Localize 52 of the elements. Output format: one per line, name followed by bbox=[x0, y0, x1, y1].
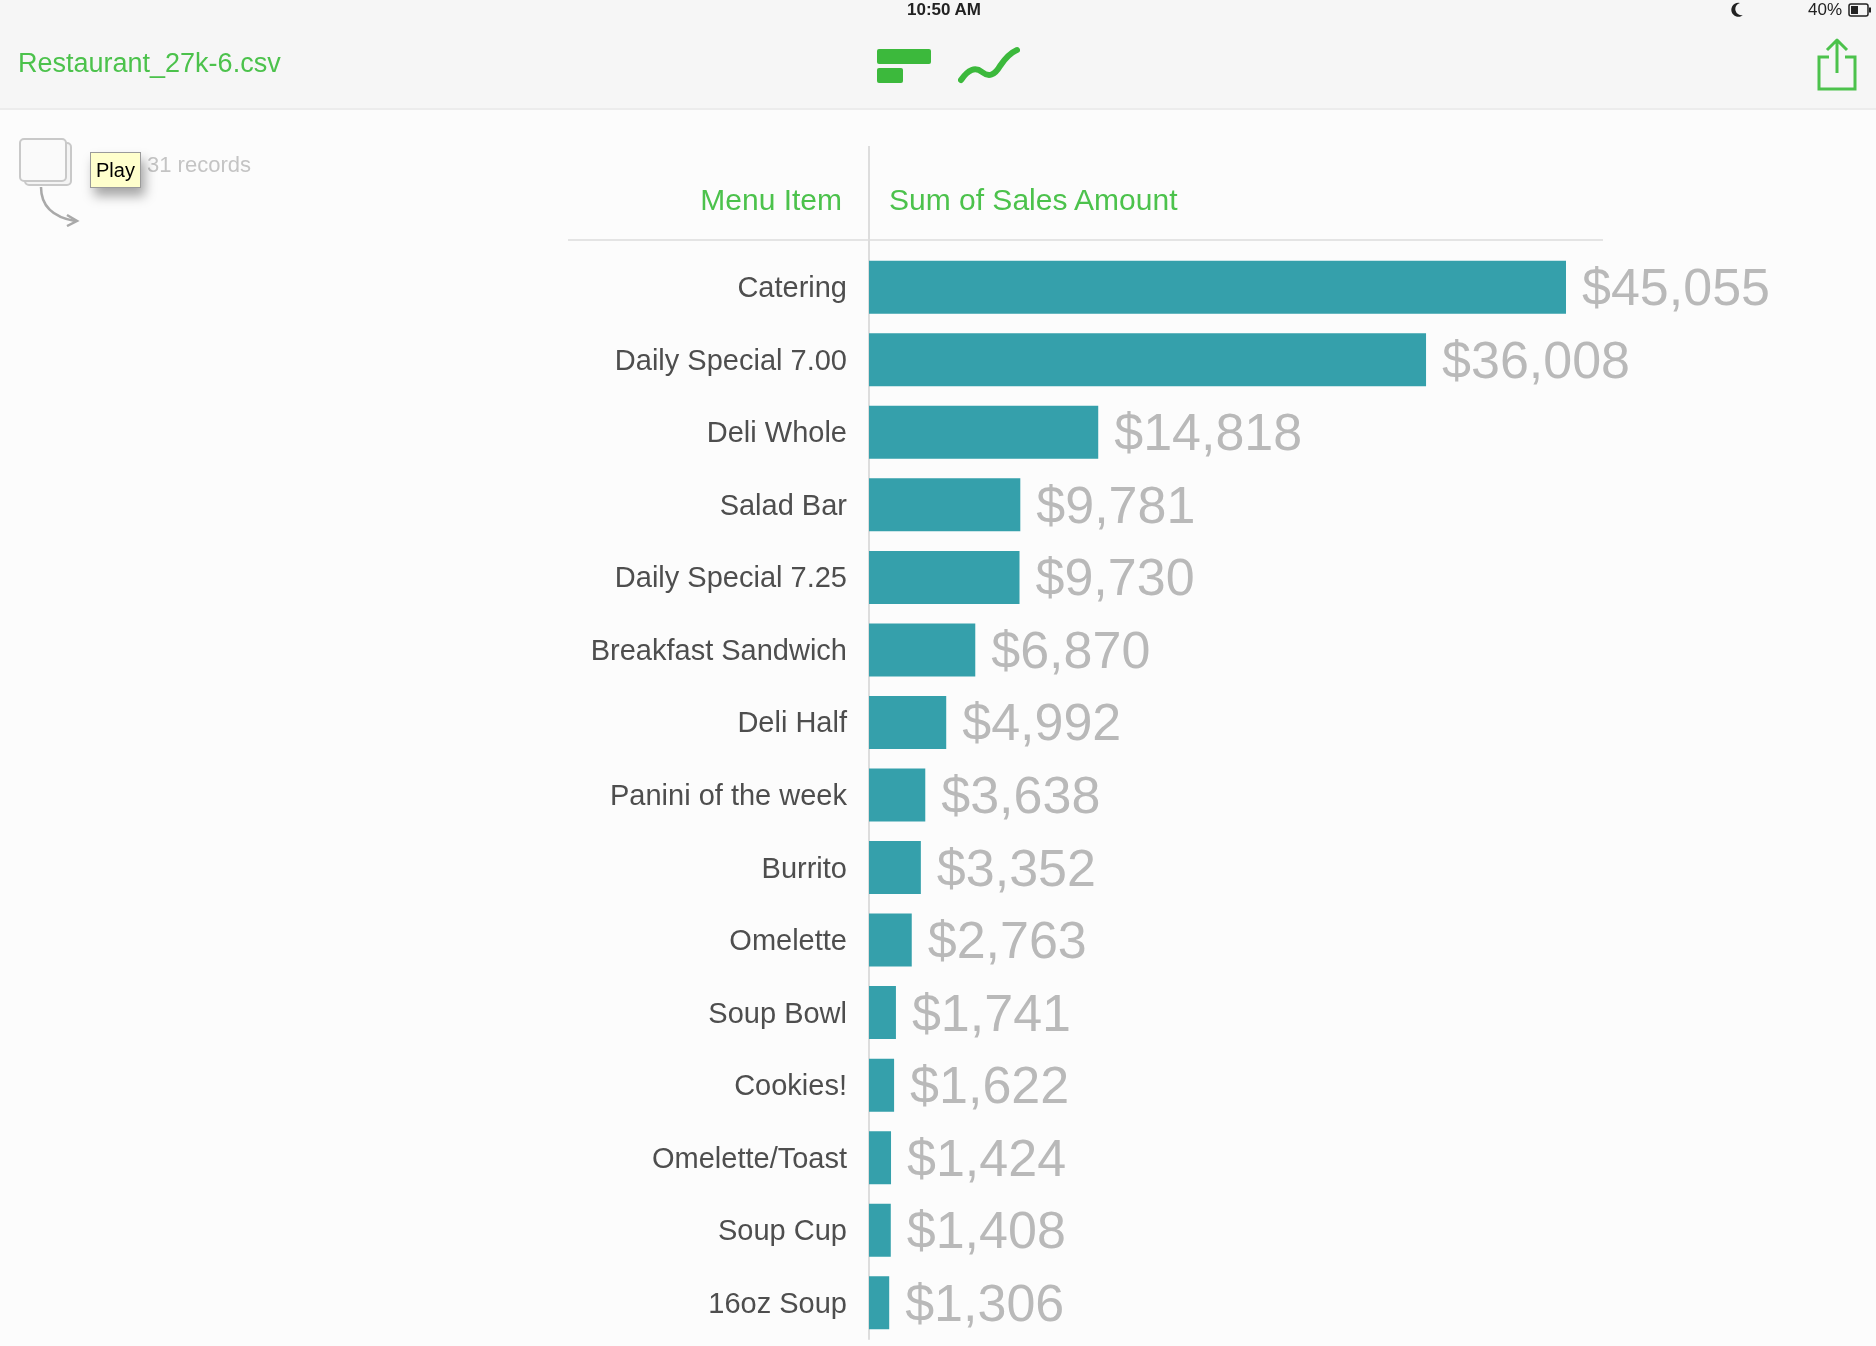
y-tick-label: Omelette bbox=[729, 924, 847, 957]
data-label: $36,008 bbox=[1442, 330, 1631, 389]
bar bbox=[869, 1203, 891, 1257]
data-label: $6,870 bbox=[991, 620, 1151, 679]
y-tick-label: Cookies! bbox=[734, 1069, 847, 1102]
bar bbox=[869, 333, 1427, 387]
data-label: $1,741 bbox=[911, 983, 1071, 1042]
bar bbox=[869, 478, 1021, 532]
text: 10:50 AM bbox=[906, 0, 982, 20]
bar bbox=[869, 913, 912, 967]
y-tick-label: Breakfast Sandwich bbox=[590, 633, 847, 666]
bar bbox=[869, 405, 1099, 459]
bar bbox=[869, 768, 926, 822]
data-label: $45,055 bbox=[1582, 258, 1770, 317]
data-label: $14,818 bbox=[1114, 403, 1303, 462]
text: Restaurant_27k-6.csv bbox=[18, 47, 281, 80]
bar bbox=[869, 1131, 892, 1185]
y-tick-label: Salad Bar bbox=[719, 488, 848, 521]
y-tick-label: Daily Special 7.00 bbox=[614, 343, 847, 376]
data-label: $1,408 bbox=[906, 1201, 1066, 1260]
text: 40% bbox=[1806, 0, 1842, 20]
y-tick-label: Soup Bowl bbox=[708, 996, 847, 1029]
data-label: $9,781 bbox=[1036, 475, 1196, 534]
bar bbox=[869, 623, 976, 677]
bar bbox=[869, 695, 947, 749]
data-label: $3,352 bbox=[936, 838, 1096, 897]
bar bbox=[869, 260, 1566, 314]
data-label: $2,763 bbox=[927, 911, 1087, 970]
data-label: $1,424 bbox=[907, 1128, 1067, 1187]
y-tick-label: Deli Half bbox=[737, 706, 848, 739]
bar bbox=[869, 550, 1020, 604]
bar bbox=[869, 986, 896, 1040]
bar bbox=[869, 841, 921, 895]
y-tick-label: Catering bbox=[737, 271, 847, 304]
y-tick-label: Deli Whole bbox=[706, 416, 847, 449]
y-tick-label: Soup Cup bbox=[718, 1214, 847, 1247]
x-axis-title: Sum of Sales Amount bbox=[889, 182, 1178, 218]
y-tick-label: Burrito bbox=[761, 851, 847, 884]
data-label: $9,730 bbox=[1035, 548, 1195, 607]
data-label: $4,992 bbox=[962, 693, 1122, 752]
data-label: $1,622 bbox=[910, 1056, 1070, 1115]
y-tick-label: Omelette/Toast bbox=[651, 1141, 847, 1174]
bar bbox=[869, 1058, 895, 1112]
y-tick-label: Panini of the week bbox=[610, 779, 848, 811]
text: Play bbox=[90, 152, 141, 188]
data-label: $3,638 bbox=[941, 766, 1101, 824]
text: 31 records bbox=[147, 151, 251, 179]
y-tick-label: 16oz Soup bbox=[708, 1286, 847, 1319]
bar bbox=[869, 1276, 890, 1330]
data-label: $1,306 bbox=[905, 1273, 1065, 1332]
y-tick-label: Daily Special 7.25 bbox=[614, 561, 847, 594]
y-axis-title: Menu Item bbox=[699, 182, 842, 218]
